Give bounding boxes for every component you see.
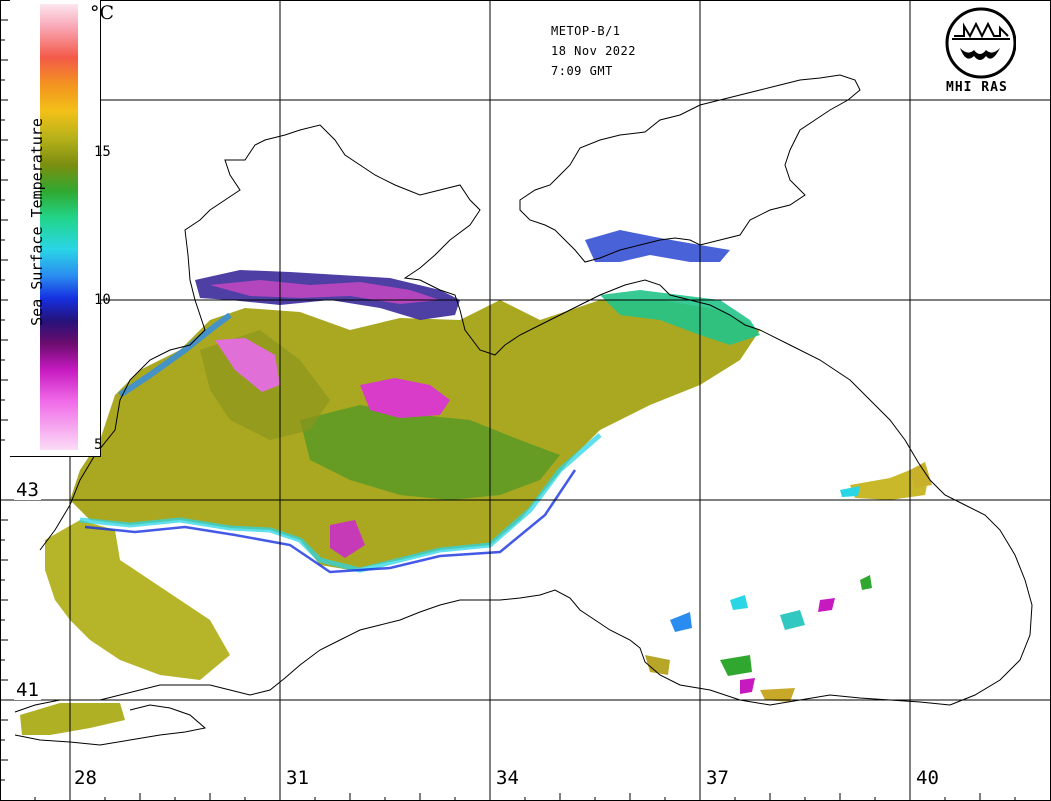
legend-title: Sea Surface Temperature xyxy=(28,118,46,326)
sst-edge-west xyxy=(118,312,232,398)
lat-label-41: 41 xyxy=(14,679,41,701)
legend-unit: °C xyxy=(90,2,115,24)
sst-mid-region xyxy=(300,405,560,500)
legend-tick-15: 15 xyxy=(94,144,111,160)
sst-cold-patch-2 xyxy=(215,338,280,392)
left-scale-ticks xyxy=(0,19,8,781)
lat-label-43: 43 xyxy=(14,479,41,501)
sst-cold-band-north-inner xyxy=(210,280,440,304)
coast-south xyxy=(14,589,951,713)
sst-cold-patch-3 xyxy=(330,520,365,558)
coast-north-west xyxy=(39,124,761,551)
colorbar xyxy=(40,4,78,450)
lon-label-34: 34 xyxy=(496,767,519,789)
sst-edge-south xyxy=(79,433,602,573)
lon-label-40: 40 xyxy=(916,767,939,789)
coast-caucasus xyxy=(759,329,1033,706)
bottom-scale-ticks xyxy=(34,793,1016,801)
legend-tick-5: 5 xyxy=(94,437,103,453)
sst-azov xyxy=(585,230,730,262)
coastline xyxy=(14,74,1033,746)
coast-bosporus xyxy=(14,704,207,746)
sst-edge-south-2 xyxy=(84,469,577,574)
satellite-label: METOP-B/1 xyxy=(551,24,621,38)
legend-tick-10: 10 xyxy=(94,292,111,308)
coast-crimea xyxy=(519,74,861,263)
lon-label-31: 31 xyxy=(286,767,309,789)
time-label: 7:09 GMT xyxy=(551,64,613,78)
sst-east-patches xyxy=(645,462,932,702)
sst-warm-region-bosporus xyxy=(20,703,125,735)
sst-kerch xyxy=(600,290,760,345)
sst-cold-patch-1 xyxy=(360,378,450,418)
sst-field xyxy=(20,230,932,735)
sst-warm-region-south xyxy=(45,520,230,680)
lon-label-28: 28 xyxy=(74,767,97,789)
date-label: 18 Nov 2022 xyxy=(551,44,636,58)
lon-label-37: 37 xyxy=(706,767,729,789)
mhi-logo-icon xyxy=(945,7,1016,79)
legend: °C Sea Surface Temperature 15 10 5 xyxy=(10,0,114,457)
logo-text: MHI RAS xyxy=(946,80,1008,95)
